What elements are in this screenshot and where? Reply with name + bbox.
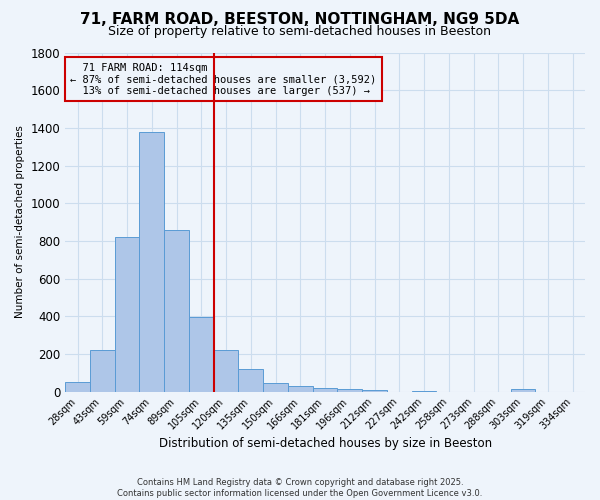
Bar <box>263 382 288 392</box>
Bar <box>90 350 115 392</box>
Bar <box>288 386 313 392</box>
Text: 71 FARM ROAD: 114sqm
← 87% of semi-detached houses are smaller (3,592)
  13% of : 71 FARM ROAD: 114sqm ← 87% of semi-detac… <box>70 62 377 96</box>
Bar <box>65 382 90 392</box>
Bar <box>238 369 263 392</box>
Text: Contains HM Land Registry data © Crown copyright and database right 2025.
Contai: Contains HM Land Registry data © Crown c… <box>118 478 482 498</box>
Y-axis label: Number of semi-detached properties: Number of semi-detached properties <box>15 126 25 318</box>
Bar <box>412 390 436 392</box>
Text: Size of property relative to semi-detached houses in Beeston: Size of property relative to semi-detach… <box>109 25 491 38</box>
Bar <box>511 390 535 392</box>
Bar <box>139 132 164 392</box>
Bar <box>164 230 189 392</box>
Bar <box>214 350 238 392</box>
Bar <box>189 317 214 392</box>
Bar <box>313 388 337 392</box>
X-axis label: Distribution of semi-detached houses by size in Beeston: Distribution of semi-detached houses by … <box>158 437 491 450</box>
Bar <box>115 237 139 392</box>
Bar <box>337 389 362 392</box>
Text: 71, FARM ROAD, BEESTON, NOTTINGHAM, NG9 5DA: 71, FARM ROAD, BEESTON, NOTTINGHAM, NG9 … <box>80 12 520 28</box>
Bar <box>362 390 387 392</box>
